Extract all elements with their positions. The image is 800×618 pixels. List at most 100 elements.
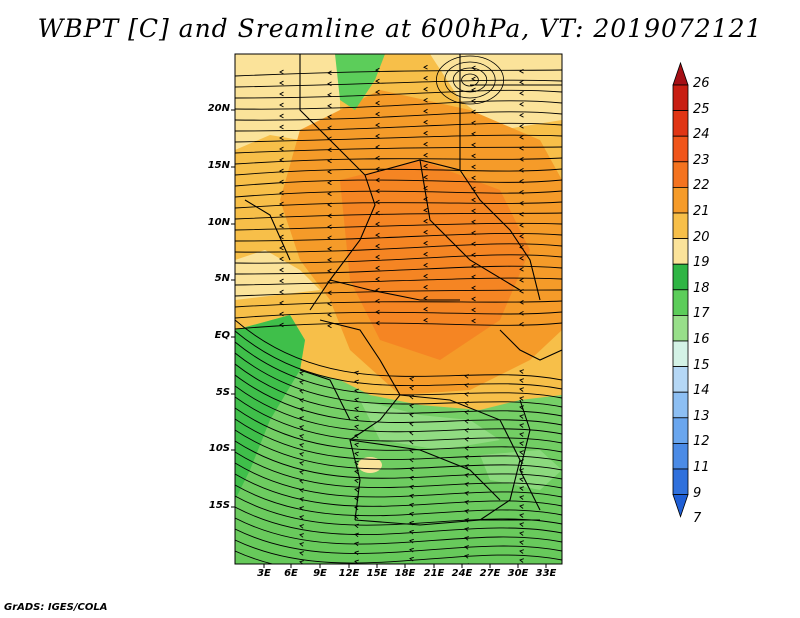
streamline-arrow [423, 152, 428, 158]
streamline-arrow [519, 321, 524, 327]
lat-label: 10S [208, 443, 230, 454]
colorbar-label: 25 [693, 101, 710, 117]
streamline-arrow [354, 532, 359, 538]
streamline [235, 212, 562, 220]
border-line [419, 159, 521, 291]
streamline-arrow [423, 207, 428, 213]
border-line [354, 519, 540, 526]
streamline-arrow [279, 124, 284, 130]
streamline-arrow [423, 273, 428, 279]
lat-label: 20N [207, 103, 230, 114]
streamline [235, 517, 562, 545]
streamline-arrow [279, 322, 284, 328]
border-line [399, 394, 521, 521]
streamline-arrow [464, 482, 469, 487]
streamline-arrow [327, 224, 332, 230]
streamline-arrow [354, 541, 359, 547]
streamline-arrow [519, 68, 524, 74]
streamline-arrow [375, 232, 380, 238]
streamline-arrow [409, 511, 414, 517]
streamline [235, 322, 562, 330]
streamline-arrow [375, 276, 380, 282]
streamline-arrow [327, 103, 332, 109]
streamline-arrow [279, 91, 284, 97]
colorbar-segment [672, 340, 689, 368]
streamline-arrow [519, 450, 524, 455]
streamline [235, 539, 562, 564]
streamline [235, 374, 562, 426]
streamline-arrow [354, 460, 359, 466]
streamline-arrow [327, 191, 332, 197]
streamline-arrow [471, 175, 476, 181]
colorbar-segment [672, 468, 689, 496]
streamline-arrow [299, 461, 304, 466]
streamline-arrow [519, 156, 524, 162]
colorbar-segment [672, 238, 689, 265]
streamline-arrow [519, 495, 524, 500]
streamline-arrow [519, 211, 524, 217]
streamline-arrow [409, 421, 414, 427]
streamline [235, 168, 562, 176]
streamline-arrow [279, 179, 284, 185]
streamline [235, 277, 562, 286]
streamline-arrow [299, 542, 304, 547]
streamline [235, 232, 562, 242]
streamline [235, 190, 562, 198]
streamline-arrow [519, 266, 524, 272]
colorbar-label: 24 [693, 127, 710, 143]
streamline-arrow [327, 180, 332, 186]
streamline-arrow [299, 470, 304, 475]
streamline-arrow [464, 491, 469, 496]
country-borders [244, 54, 562, 526]
streamline [235, 407, 562, 453]
colorbar-label: 20 [693, 229, 710, 245]
streamline-arrow [279, 201, 284, 207]
streamline-arrow [279, 80, 284, 86]
colorbar-segment [672, 263, 689, 291]
streamline-arrow [519, 123, 524, 129]
streamline-arrow [299, 497, 304, 502]
streamline [235, 201, 562, 209]
streamline-arrow [471, 109, 476, 115]
colorbar-segment [672, 289, 689, 316]
streamline-arrow [519, 504, 524, 509]
streamline [452, 67, 488, 93]
streamline-arrow [327, 158, 332, 164]
streamline-arrow [471, 131, 476, 137]
streamline-arrow [519, 299, 524, 305]
streamline-arrow [471, 318, 476, 324]
streamline-arrow [409, 439, 414, 445]
colorbar-label: 9 [693, 485, 702, 501]
streamline-arrow [327, 235, 332, 241]
streamline-arrow [354, 505, 359, 511]
streamline-arrow [471, 76, 476, 82]
streamline-arrow [464, 446, 469, 451]
streamline-arrow [375, 144, 380, 150]
streamline-arrow [409, 538, 414, 544]
streamline-arrow [464, 374, 469, 379]
streamline-arrow [464, 401, 469, 406]
streamline-arrow [279, 157, 284, 163]
streamline [235, 451, 562, 489]
streamline-arrow [299, 551, 304, 556]
streamline-arrow [519, 310, 524, 316]
streamline-arrow [519, 90, 524, 96]
border-line [349, 439, 501, 501]
streamline-arrow [423, 251, 428, 257]
streamline-arrow [519, 387, 524, 392]
streamline-arrow [519, 396, 524, 401]
streamline-arrow [375, 166, 380, 172]
streamline [235, 311, 562, 319]
colorbar-label: 13 [693, 408, 710, 424]
streamline-arrow [299, 524, 304, 529]
streamline-arrow [464, 464, 469, 469]
streamline-arrow [423, 86, 428, 92]
streamline-arrow [299, 452, 304, 457]
streamline-arrow [519, 369, 524, 374]
streamline-arrow [423, 240, 428, 246]
streamline-arrow [327, 290, 332, 296]
streamline [235, 495, 562, 526]
streamline-arrow [519, 178, 524, 184]
streamline-arrow [299, 560, 304, 564]
colorbar-label: 16 [693, 332, 710, 347]
